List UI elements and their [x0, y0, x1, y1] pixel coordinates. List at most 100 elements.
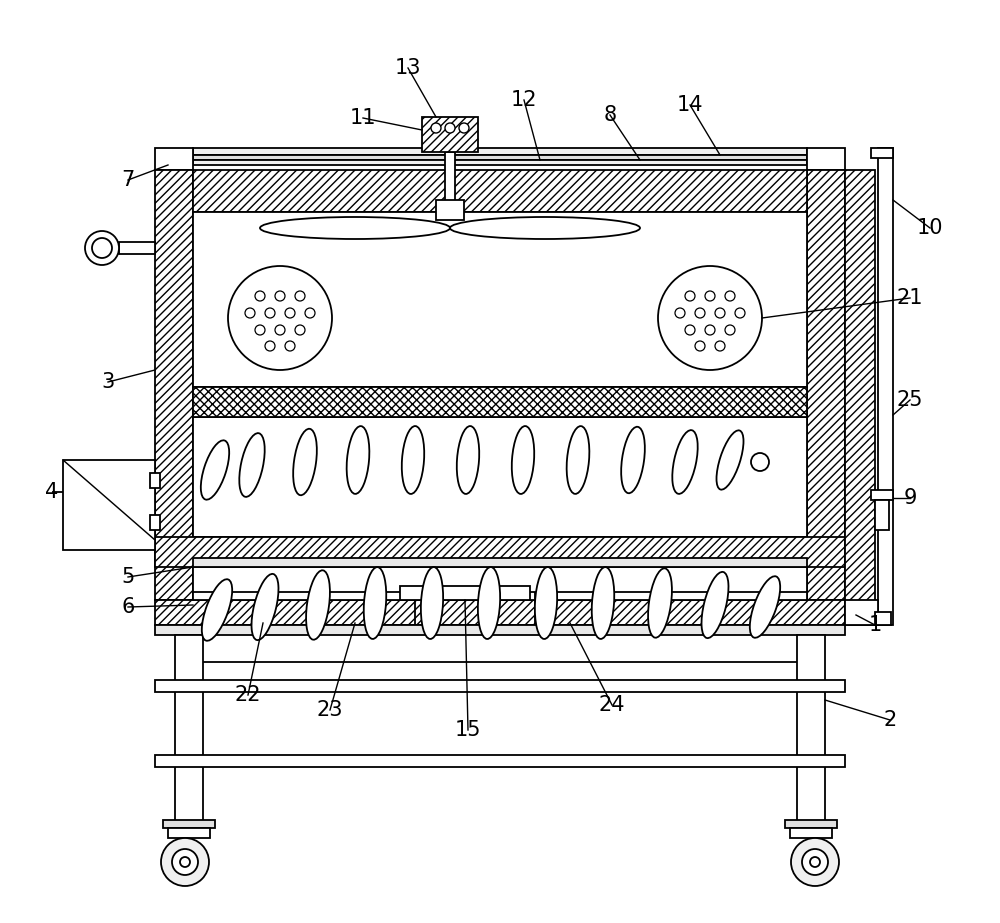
Bar — [878, 148, 893, 625]
Circle shape — [791, 838, 839, 886]
Ellipse shape — [751, 453, 769, 471]
Bar — [445, 152, 455, 207]
Circle shape — [695, 308, 705, 318]
Bar — [875, 500, 889, 530]
Circle shape — [172, 849, 198, 875]
Circle shape — [685, 291, 695, 301]
Bar — [807, 148, 845, 170]
Bar — [193, 558, 807, 567]
Circle shape — [265, 308, 275, 318]
Text: 1: 1 — [868, 615, 882, 635]
Ellipse shape — [702, 572, 728, 638]
Bar — [807, 170, 845, 600]
Ellipse shape — [347, 426, 369, 494]
Ellipse shape — [672, 430, 698, 494]
Circle shape — [685, 325, 695, 335]
Ellipse shape — [535, 567, 557, 639]
Text: 24: 24 — [599, 695, 625, 715]
Bar — [871, 148, 893, 158]
Text: 6: 6 — [121, 597, 135, 617]
Text: 2: 2 — [883, 710, 897, 730]
Circle shape — [725, 325, 735, 335]
Bar — [436, 200, 464, 220]
Bar — [193, 592, 807, 600]
Circle shape — [161, 838, 209, 886]
Ellipse shape — [402, 426, 424, 494]
Text: 3: 3 — [101, 372, 115, 392]
Text: 13: 13 — [395, 58, 421, 78]
Circle shape — [445, 123, 455, 133]
Circle shape — [255, 291, 265, 301]
Bar — [871, 490, 893, 500]
Bar — [155, 148, 193, 170]
Bar — [150, 473, 160, 488]
Bar — [155, 170, 193, 600]
Circle shape — [180, 857, 190, 867]
Ellipse shape — [306, 570, 330, 640]
Ellipse shape — [621, 426, 645, 493]
Text: 7: 7 — [121, 170, 135, 190]
Bar — [193, 567, 807, 662]
Circle shape — [295, 325, 305, 335]
Text: 15: 15 — [455, 720, 481, 740]
Text: 11: 11 — [350, 108, 376, 128]
Circle shape — [725, 291, 735, 301]
Circle shape — [705, 291, 715, 301]
Bar — [193, 387, 807, 417]
Ellipse shape — [512, 426, 534, 494]
Circle shape — [735, 308, 745, 318]
Bar — [168, 828, 210, 838]
Circle shape — [715, 308, 725, 318]
Text: 21: 21 — [897, 288, 923, 308]
Bar — [875, 612, 891, 625]
Bar — [63, 460, 155, 550]
Ellipse shape — [364, 567, 386, 639]
Bar — [155, 625, 845, 635]
Bar — [193, 148, 807, 155]
Circle shape — [285, 341, 295, 351]
Bar — [155, 680, 845, 692]
Bar — [163, 820, 215, 828]
Bar — [845, 600, 878, 625]
Bar — [797, 635, 825, 825]
Ellipse shape — [202, 580, 232, 641]
Circle shape — [255, 325, 265, 335]
Bar — [193, 417, 807, 537]
Text: 23: 23 — [317, 700, 343, 720]
Circle shape — [431, 123, 441, 133]
Bar — [845, 170, 875, 625]
Circle shape — [85, 231, 119, 265]
Ellipse shape — [648, 569, 672, 638]
Text: 10: 10 — [917, 218, 943, 238]
Bar — [175, 635, 203, 825]
Bar — [155, 755, 845, 767]
Circle shape — [285, 308, 295, 318]
Ellipse shape — [239, 433, 265, 497]
Ellipse shape — [592, 567, 614, 639]
Bar — [400, 586, 530, 600]
Circle shape — [275, 325, 285, 335]
Circle shape — [675, 308, 685, 318]
Circle shape — [695, 341, 705, 351]
Ellipse shape — [567, 426, 589, 494]
Bar — [193, 170, 807, 212]
Ellipse shape — [421, 567, 443, 639]
Ellipse shape — [260, 217, 450, 239]
Ellipse shape — [478, 567, 500, 639]
Text: 14: 14 — [677, 95, 703, 115]
Text: 8: 8 — [603, 105, 617, 125]
Circle shape — [295, 291, 305, 301]
Bar — [790, 828, 832, 838]
Ellipse shape — [201, 440, 229, 499]
Text: 5: 5 — [121, 567, 135, 587]
Text: 22: 22 — [235, 685, 261, 705]
Circle shape — [802, 849, 828, 875]
Ellipse shape — [457, 426, 479, 494]
Circle shape — [275, 291, 285, 301]
Ellipse shape — [293, 429, 317, 496]
Circle shape — [305, 308, 315, 318]
Bar — [155, 600, 845, 625]
Bar — [155, 537, 845, 567]
Ellipse shape — [450, 217, 640, 239]
Ellipse shape — [750, 576, 780, 638]
